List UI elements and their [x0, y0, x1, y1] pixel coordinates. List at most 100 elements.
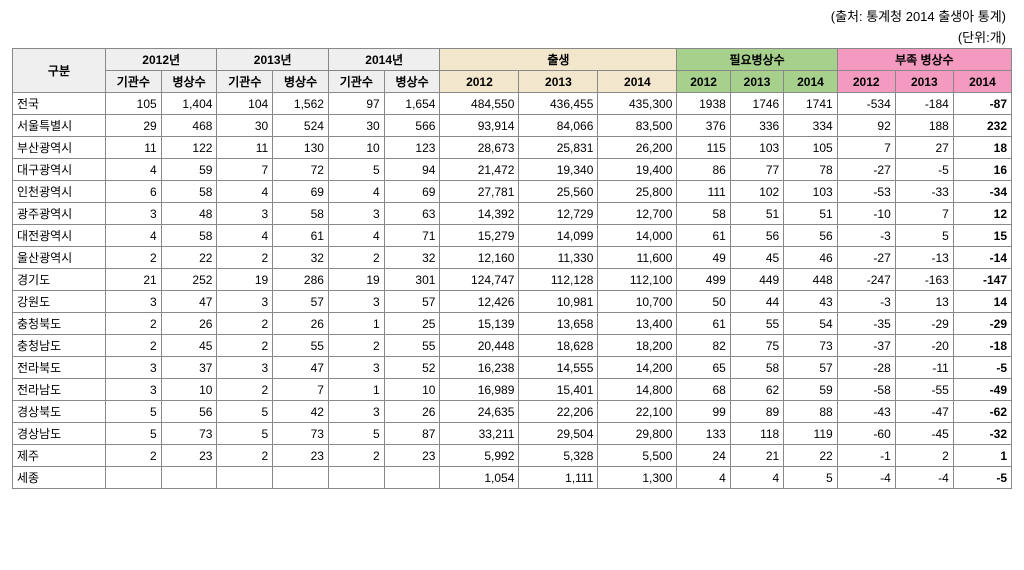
data-cell: 103 [730, 137, 783, 159]
data-cell: 21 [105, 269, 161, 291]
data-cell: 15,139 [440, 313, 519, 335]
hdr-need: 필요병상수 [677, 49, 837, 71]
data-cell: 54 [784, 313, 837, 335]
data-cell: 58 [273, 203, 329, 225]
data-cell: 26 [273, 313, 329, 335]
hdr-short: 부족 병상수 [837, 49, 1011, 71]
data-cell: 45 [161, 335, 217, 357]
data-cell: 29,504 [519, 423, 598, 445]
data-cell: 484,550 [440, 93, 519, 115]
data-cell: 1741 [784, 93, 837, 115]
table-row: 제주2232232235,9925,3285,500242122-121 [13, 445, 1012, 467]
data-cell: 22 [784, 445, 837, 467]
data-cell: -58 [837, 379, 895, 401]
data-cell: -55 [895, 379, 953, 401]
data-cell: -3 [837, 291, 895, 313]
data-cell: 14,800 [598, 379, 677, 401]
data-cell: 12,700 [598, 203, 677, 225]
data-cell: 32 [273, 247, 329, 269]
data-cell: 55 [273, 335, 329, 357]
data-cell: 13 [895, 291, 953, 313]
data-cell: 1746 [730, 93, 783, 115]
data-cell: 61 [677, 313, 730, 335]
table-row: 경상북도55654232624,63522,20622,100998988-43… [13, 401, 1012, 423]
data-cell: 1 [953, 445, 1011, 467]
data-cell: 11 [105, 137, 161, 159]
data-cell: 58 [677, 203, 730, 225]
data-cell: 13,658 [519, 313, 598, 335]
data-cell: 2 [217, 445, 273, 467]
data-cell: -87 [953, 93, 1011, 115]
data-cell: 7 [837, 137, 895, 159]
data-cell: 57 [784, 357, 837, 379]
data-cell: 30 [328, 115, 384, 137]
data-cell: 42 [273, 401, 329, 423]
hdr-n14: 2014 [784, 71, 837, 93]
hdr-inst-13: 기관수 [217, 71, 273, 93]
data-cell: 1,054 [440, 467, 519, 489]
data-cell: -29 [953, 313, 1011, 335]
data-cell [217, 467, 273, 489]
data-cell: 5,992 [440, 445, 519, 467]
data-cell: 61 [273, 225, 329, 247]
data-cell: 12,426 [440, 291, 519, 313]
data-cell: -35 [837, 313, 895, 335]
data-cell: 4 [677, 467, 730, 489]
data-cell: 88 [784, 401, 837, 423]
data-cell: -53 [837, 181, 895, 203]
region-cell: 광주광역시 [13, 203, 106, 225]
data-cell: -34 [953, 181, 1011, 203]
data-cell: -5 [953, 357, 1011, 379]
region-cell: 부산광역시 [13, 137, 106, 159]
hdr-s12: 2012 [837, 71, 895, 93]
region-cell: 경상북도 [13, 401, 106, 423]
data-cell: 11 [217, 137, 273, 159]
hdr-2013: 2013년 [217, 49, 329, 71]
data-cell: 112,100 [598, 269, 677, 291]
data-cell: -534 [837, 93, 895, 115]
data-cell: 62 [730, 379, 783, 401]
data-cell: 55 [730, 313, 783, 335]
data-cell: 3 [328, 291, 384, 313]
hdr-2014: 2014년 [328, 49, 440, 71]
data-cell: 115 [677, 137, 730, 159]
table-row: 서울특별시29468305243056693,91484,06683,50037… [13, 115, 1012, 137]
data-cell: 20,448 [440, 335, 519, 357]
data-cell: 55 [384, 335, 440, 357]
data-cell: 1938 [677, 93, 730, 115]
data-cell: 16,989 [440, 379, 519, 401]
hdr-births: 출생 [440, 49, 677, 71]
data-cell: -28 [837, 357, 895, 379]
data-cell: 301 [384, 269, 440, 291]
data-cell: 11,330 [519, 247, 598, 269]
hdr-b13: 2013 [519, 71, 598, 93]
data-cell: -20 [895, 335, 953, 357]
data-cell [273, 467, 329, 489]
data-cell: -14 [953, 247, 1011, 269]
data-cell: 47 [273, 357, 329, 379]
data-cell: 14 [953, 291, 1011, 313]
data-cell: -60 [837, 423, 895, 445]
data-cell: 3 [105, 291, 161, 313]
table-row: 충청북도22622612515,13913,65813,400615554-35… [13, 313, 1012, 335]
data-cell: -247 [837, 269, 895, 291]
data-cell: -49 [953, 379, 1011, 401]
data-cell: 15,401 [519, 379, 598, 401]
data-cell: 4 [105, 225, 161, 247]
data-cell: 23 [161, 445, 217, 467]
region-cell: 전국 [13, 93, 106, 115]
table-row: 광주광역시34835836314,39212,72912,700585151-1… [13, 203, 1012, 225]
data-cell: 14,099 [519, 225, 598, 247]
data-cell: 33,211 [440, 423, 519, 445]
data-cell: 68 [677, 379, 730, 401]
data-cell: 21,472 [440, 159, 519, 181]
hdr-s14: 2014 [953, 71, 1011, 93]
data-cell: 46 [784, 247, 837, 269]
data-cell: 19,400 [598, 159, 677, 181]
data-cell: -18 [953, 335, 1011, 357]
data-cell: 32 [384, 247, 440, 269]
data-cell: 14,392 [440, 203, 519, 225]
data-cell: 73 [273, 423, 329, 445]
data-cell: 3 [105, 379, 161, 401]
data-cell: 69 [384, 181, 440, 203]
